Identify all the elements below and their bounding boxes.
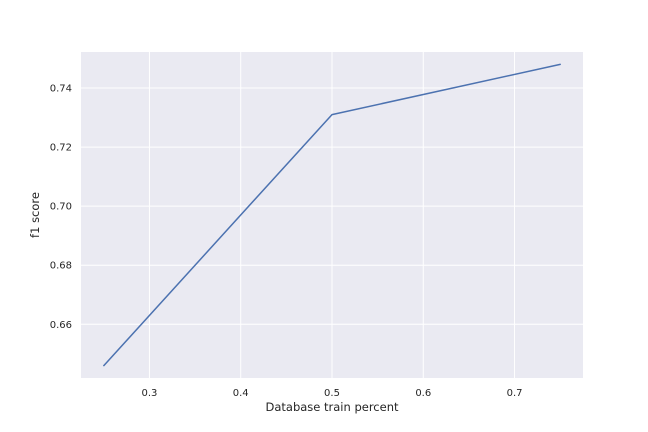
y-gridlines	[81, 87, 583, 325]
y-tick-label: 0.66	[50, 320, 72, 331]
y-tick-label: 0.70	[50, 202, 72, 213]
x-tick-label: 0.3	[142, 388, 158, 399]
y-axis-label: f1 score	[28, 192, 42, 238]
x-tick-label: 0.6	[415, 388, 431, 399]
y-tick-labels: 0.66 0.68 0.70 0.72 0.74	[50, 84, 72, 331]
y-tick-label: 0.74	[50, 84, 72, 95]
x-axis-label: Database train percent	[266, 400, 399, 414]
y-tick-label: 0.68	[50, 261, 72, 272]
x-tick-label: 0.4	[233, 388, 249, 399]
y-tick-label: 0.72	[50, 143, 72, 154]
x-tick-labels: 0.3 0.4 0.5 0.6 0.7	[142, 388, 523, 399]
series-line	[103, 63, 561, 367]
x-tick-label: 0.5	[324, 388, 340, 399]
series-group	[103, 63, 561, 367]
x-tick-label: 0.7	[507, 388, 523, 399]
